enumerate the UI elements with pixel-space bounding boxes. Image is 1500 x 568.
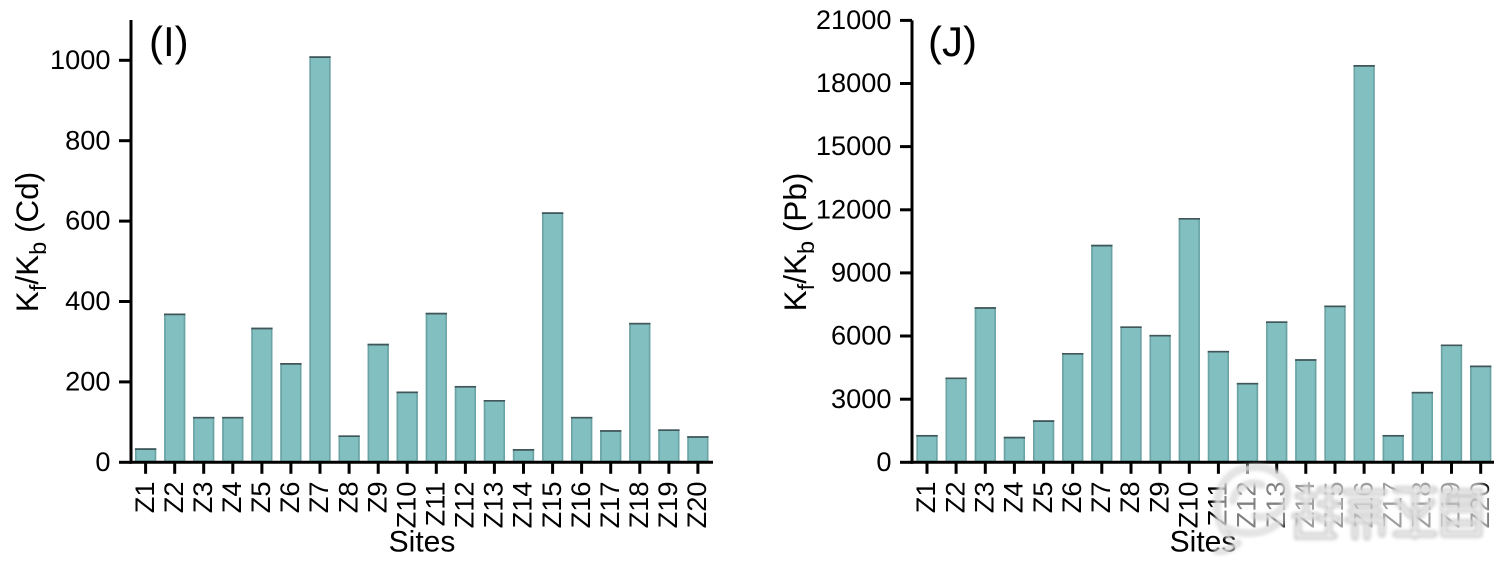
- svg-text:Z11: Z11: [420, 482, 451, 527]
- svg-text:Z8: Z8: [332, 482, 363, 514]
- svg-text:Z9: Z9: [361, 482, 392, 514]
- svg-text:Z3: Z3: [187, 482, 218, 514]
- svg-text:Z1: Z1: [129, 482, 160, 514]
- svg-text:12000: 12000: [816, 193, 892, 224]
- svg-text:Z5: Z5: [245, 482, 276, 514]
- svg-text:Z15: Z15: [536, 482, 567, 529]
- svg-text:800: 800: [65, 124, 110, 155]
- svg-text:Z13: Z13: [478, 482, 509, 529]
- svg-text:Z6: Z6: [274, 482, 305, 514]
- svg-text:Z5: Z5: [1027, 482, 1058, 514]
- svg-text:0: 0: [876, 446, 891, 477]
- svg-text:Z2: Z2: [158, 482, 189, 514]
- svg-text:Z4: Z4: [998, 482, 1029, 514]
- svg-text:(I): (I): [149, 18, 189, 65]
- svg-text:Z10: Z10: [390, 482, 421, 529]
- svg-text:21000: 21000: [816, 4, 892, 35]
- svg-text:Z19: Z19: [652, 482, 683, 529]
- svg-text:Z7: Z7: [1085, 482, 1116, 514]
- svg-text:9000: 9000: [831, 257, 891, 288]
- svg-text:Z17: Z17: [594, 482, 625, 529]
- svg-text:Z2: Z2: [939, 482, 970, 514]
- svg-text:18000: 18000: [816, 67, 892, 98]
- svg-text:Z18: Z18: [623, 482, 654, 529]
- svg-text:Z7: Z7: [303, 482, 334, 514]
- svg-text:Z16: Z16: [565, 482, 596, 529]
- svg-text:Z1: Z1: [910, 482, 941, 514]
- svg-text:Z9: Z9: [1143, 482, 1174, 514]
- svg-text:Sites: Sites: [389, 526, 456, 559]
- svg-text:200: 200: [65, 366, 110, 397]
- svg-text:Z10: Z10: [1173, 482, 1204, 529]
- svg-text:Z8: Z8: [1114, 482, 1145, 514]
- svg-text:6000: 6000: [831, 320, 891, 351]
- svg-text:3000: 3000: [831, 383, 891, 414]
- svg-text:(J): (J): [928, 18, 977, 65]
- svg-text:Z3: Z3: [969, 482, 1000, 514]
- svg-text:Z20: Z20: [681, 482, 712, 529]
- svg-text:Z14: Z14: [507, 482, 538, 529]
- svg-text:400: 400: [65, 285, 110, 316]
- svg-text:0: 0: [95, 446, 110, 477]
- svg-text:Z6: Z6: [1056, 482, 1087, 514]
- svg-text:600: 600: [65, 205, 110, 236]
- svg-text:1000: 1000: [50, 44, 110, 75]
- svg-text:Z4: Z4: [216, 482, 247, 514]
- svg-text:Z12: Z12: [449, 482, 480, 529]
- svg-text:15000: 15000: [816, 130, 892, 161]
